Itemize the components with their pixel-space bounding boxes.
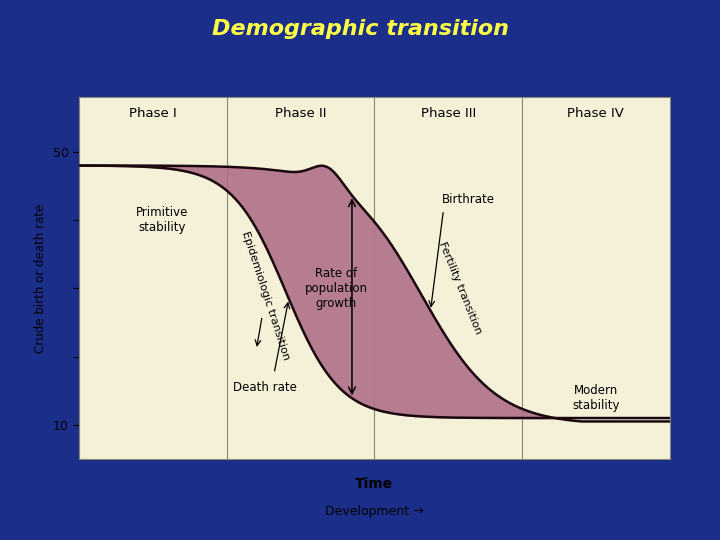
Text: Modern
stability: Modern stability xyxy=(572,383,619,411)
Y-axis label: Crude birth or death rate: Crude birth or death rate xyxy=(35,204,48,353)
Text: Demographic transition: Demographic transition xyxy=(212,19,508,39)
Text: Phase IV: Phase IV xyxy=(567,107,624,120)
Text: Birthrate: Birthrate xyxy=(442,193,495,206)
Text: Phase III: Phase III xyxy=(420,107,476,120)
Text: Phase II: Phase II xyxy=(275,107,326,120)
Text: Epidemiologic transition: Epidemiologic transition xyxy=(240,230,291,361)
Text: Phase I: Phase I xyxy=(129,107,177,120)
Text: Death rate: Death rate xyxy=(233,381,297,394)
Text: Rate of
population
growth: Rate of population growth xyxy=(305,267,367,310)
Text: Development →: Development → xyxy=(325,505,423,518)
Text: Primitive
stability: Primitive stability xyxy=(135,206,188,234)
Text: Time: Time xyxy=(356,477,393,491)
Text: Fertility transition: Fertility transition xyxy=(437,241,483,336)
